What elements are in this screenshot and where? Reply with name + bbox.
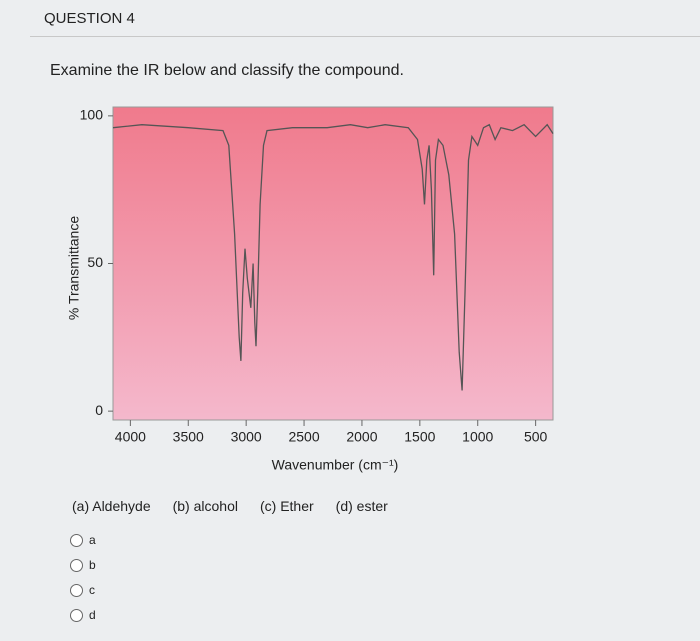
choice-label: b — [89, 558, 96, 572]
radio-button[interactable] — [70, 608, 83, 622]
x-tick-label: 3000 — [231, 429, 262, 445]
x-tick-label: 2500 — [288, 429, 319, 445]
x-tick-label: 3500 — [173, 429, 204, 445]
y-tick-label: 100 — [80, 107, 104, 123]
divider — [30, 36, 700, 37]
x-tick-label: 2000 — [346, 429, 377, 445]
x-tick-label: 500 — [524, 429, 548, 445]
spectrum-line — [112, 123, 554, 391]
choice-label: a — [89, 533, 96, 547]
x-tick-label: 1500 — [404, 429, 435, 445]
question-title: QUESTION 4 — [44, 10, 135, 27]
y-tick-label: 50 — [87, 254, 103, 270]
y-tick-label: 0 — [95, 402, 103, 418]
option-text: (a) Aldehyde — [72, 498, 151, 514]
x-tick-label: 1000 — [462, 429, 493, 445]
option-text: (b) alcohol — [172, 498, 238, 514]
option-text: (c) Ether — [259, 498, 314, 514]
radio-button[interactable] — [70, 583, 83, 597]
choice-row[interactable]: b — [70, 558, 96, 572]
options: (a) Aldehyde (b) alcohol (c) Ether (d) este… — [72, 498, 410, 514]
choice-label: d — [89, 608, 96, 622]
prompt: Examine the IR below and classify the co… — [50, 62, 404, 79]
choice-row[interactable]: c — [70, 583, 95, 597]
y-axis-label: % Transmittance — [66, 216, 82, 320]
plot-area — [112, 106, 554, 421]
option-text: (d) ester — [335, 498, 388, 514]
ir-chart: % Transmittance Wavenumber (cm⁻¹) 0 50 100… — [66, 106, 554, 473]
x-tick-label: 4000 — [115, 429, 146, 445]
radio-button[interactable] — [70, 558, 83, 572]
x-axis-label: Wavenumber (cm⁻¹) — [272, 457, 399, 473]
choice-row[interactable]: a — [70, 533, 96, 547]
radio-button[interactable] — [70, 533, 83, 547]
choice-label: c — [89, 583, 95, 597]
choice-row[interactable]: d — [70, 608, 96, 622]
